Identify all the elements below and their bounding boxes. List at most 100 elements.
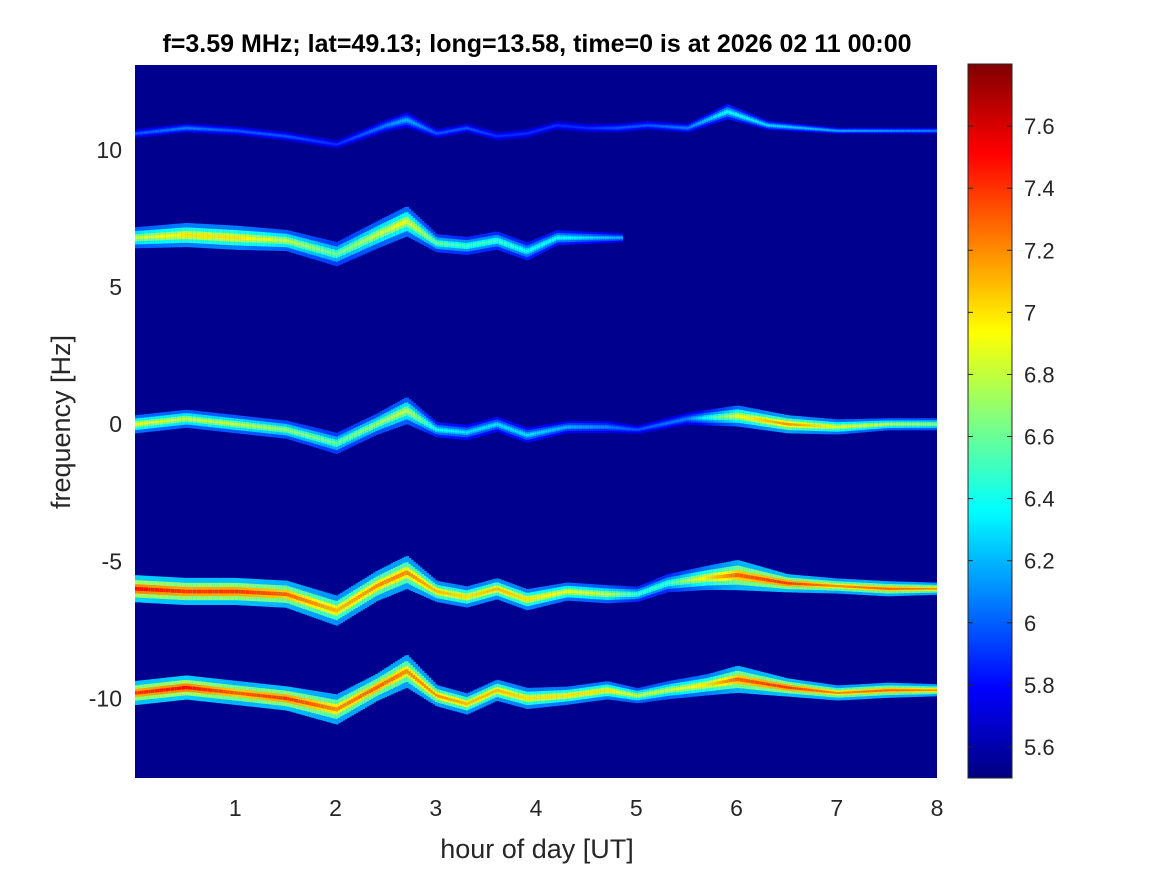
band-cell xyxy=(163,234,167,238)
band-cell xyxy=(635,125,639,127)
band-cell xyxy=(505,426,509,429)
band-cell xyxy=(287,429,290,432)
band-cell xyxy=(565,125,568,127)
band-cell xyxy=(880,423,884,426)
band-cell xyxy=(611,426,615,429)
band-cell xyxy=(397,412,401,416)
band-cell xyxy=(818,424,822,428)
band-cell xyxy=(265,237,268,241)
band-cell xyxy=(851,130,855,132)
band-cell xyxy=(194,418,198,422)
band-cell xyxy=(174,418,178,422)
band-cell xyxy=(527,433,531,436)
band-cell xyxy=(415,415,418,419)
band-cell xyxy=(426,422,429,425)
band-cell xyxy=(318,603,321,607)
band-cell xyxy=(249,131,253,133)
band-cell xyxy=(571,236,575,239)
band-cell xyxy=(679,419,683,421)
band-cell xyxy=(443,242,447,246)
band-cell xyxy=(251,237,255,241)
band-cell xyxy=(631,428,634,430)
band-cell xyxy=(318,247,321,251)
band-cell xyxy=(388,227,392,231)
band-cell xyxy=(584,236,588,239)
band-cell xyxy=(545,594,548,598)
band-cell xyxy=(682,579,685,583)
band-cell xyxy=(187,127,191,129)
band-cell xyxy=(203,234,207,238)
band-cell xyxy=(148,587,151,592)
band-cell xyxy=(183,417,187,421)
band-cell xyxy=(587,591,590,595)
band-cell xyxy=(249,590,253,595)
band-cell xyxy=(739,573,743,578)
band-cell xyxy=(450,243,454,246)
band-cell xyxy=(838,425,842,428)
band-cell xyxy=(721,574,725,579)
band-cell xyxy=(854,130,857,132)
band-cell xyxy=(289,240,293,243)
band-cell xyxy=(893,423,897,425)
band-cell xyxy=(774,579,778,583)
band-cell xyxy=(792,423,795,426)
band-cell xyxy=(794,127,798,129)
band-cell xyxy=(549,429,553,432)
band-cell xyxy=(408,410,412,414)
band-cell xyxy=(567,125,571,127)
band-cell xyxy=(518,133,522,135)
band-cell xyxy=(176,418,180,421)
band-cell xyxy=(329,250,332,254)
band-cell xyxy=(697,417,701,420)
band-cell xyxy=(386,124,390,126)
band-cell xyxy=(262,237,266,241)
band-cell xyxy=(600,426,604,428)
band-cell xyxy=(858,130,862,132)
band-cell xyxy=(906,423,910,425)
band-cell xyxy=(417,228,421,232)
band-cell xyxy=(770,125,773,127)
band-cell xyxy=(600,237,604,239)
band-cell xyxy=(675,126,679,128)
band-cell xyxy=(373,424,376,427)
band-cell xyxy=(622,126,626,129)
band-cell xyxy=(805,127,809,129)
band-cell xyxy=(161,588,165,593)
band-cell xyxy=(289,593,293,598)
band-cell xyxy=(423,127,427,129)
band-cell xyxy=(324,249,328,253)
band-cell xyxy=(296,595,299,600)
band-cell xyxy=(750,416,754,420)
band-cell xyxy=(631,593,634,596)
band-cell xyxy=(807,128,811,129)
band-cell xyxy=(759,418,762,422)
band-cell xyxy=(543,242,546,245)
band-cell xyxy=(768,419,771,423)
band-cell xyxy=(909,130,912,132)
band-cell xyxy=(485,241,489,244)
band-cell xyxy=(481,131,485,133)
band-cell xyxy=(404,570,407,576)
band-cell xyxy=(624,593,628,596)
band-cell xyxy=(479,591,482,595)
spectral-bands xyxy=(135,104,937,725)
band-cell xyxy=(157,235,160,239)
band-cell xyxy=(311,600,315,605)
band-cell xyxy=(534,246,537,249)
band-cell xyxy=(271,427,275,430)
band-cell xyxy=(565,590,568,593)
band-cell xyxy=(818,128,822,130)
band-cell xyxy=(240,130,244,132)
band-cell xyxy=(633,428,637,431)
band-cell xyxy=(487,589,491,593)
band-cell xyxy=(318,141,321,143)
band-cell xyxy=(410,223,414,227)
band-cell xyxy=(598,237,601,239)
band-cell xyxy=(296,137,299,139)
band-cell xyxy=(335,441,339,445)
band-cell xyxy=(496,135,500,137)
band-cell xyxy=(165,588,169,593)
band-cell xyxy=(196,234,200,238)
band-cell xyxy=(309,245,312,249)
band-cell xyxy=(355,136,359,138)
